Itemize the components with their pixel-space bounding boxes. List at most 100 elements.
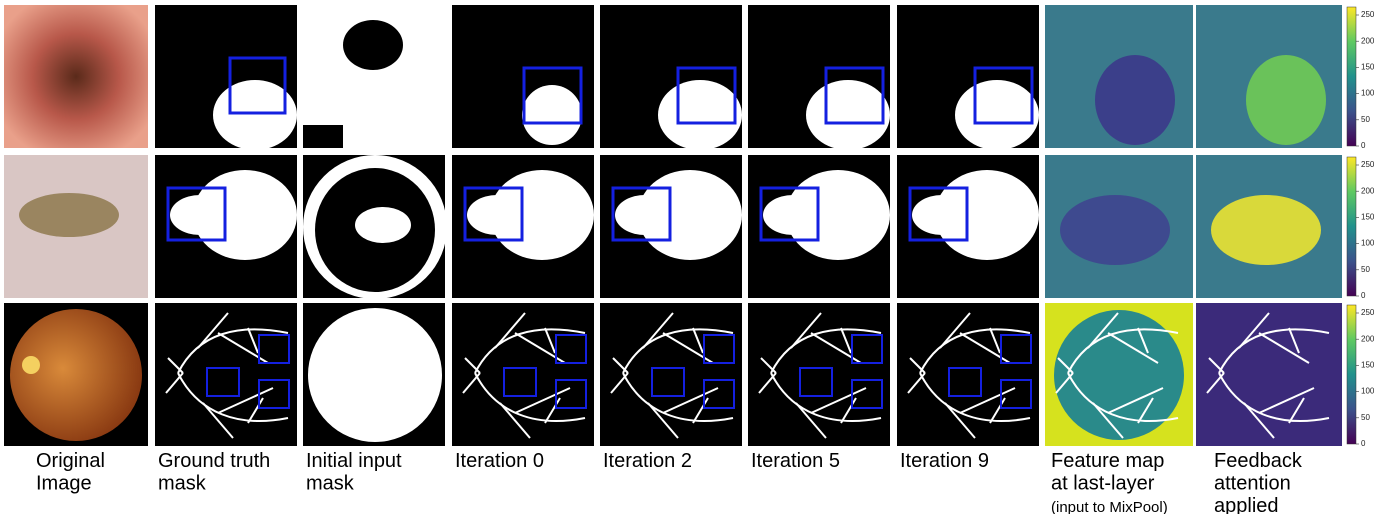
highlight-box: [908, 186, 969, 242]
vessel: [464, 357, 481, 374]
vessel: [610, 372, 629, 394]
vessel: [662, 387, 719, 414]
vessels: [1206, 312, 1330, 439]
vessel: [247, 327, 259, 354]
highlight-box: [1000, 334, 1032, 364]
highlight-box: [948, 367, 982, 397]
column-label: Feature map: [1051, 450, 1164, 472]
column-label: (input to MixPool): [1051, 499, 1168, 514]
mask-fg: [658, 80, 742, 150]
vessel: [795, 402, 827, 439]
vessel: [1238, 312, 1270, 349]
region: [1211, 195, 1321, 265]
vessel: [217, 387, 274, 414]
vessel: [770, 372, 882, 422]
column-label: Iteration 5: [751, 450, 840, 472]
tick-label: 0: [1361, 141, 1366, 150]
highlight-box: [555, 379, 587, 409]
vessel: [1107, 332, 1159, 364]
tick-label: 100: [1361, 387, 1375, 396]
vessel: [810, 387, 867, 414]
vessel: [1218, 372, 1330, 422]
vessel: [692, 397, 709, 424]
column-label: Iteration 0: [455, 450, 544, 472]
highlight-box: [228, 56, 287, 115]
vessel: [1288, 327, 1300, 354]
mask-fg: [308, 308, 442, 442]
vessels: [1055, 312, 1179, 439]
vessel: [474, 372, 586, 422]
vessel: [1057, 357, 1074, 374]
highlight-box: [463, 186, 524, 242]
mask-fg: [522, 85, 582, 145]
mask-fg: [786, 170, 890, 260]
vessel: [612, 357, 629, 374]
vessel: [1087, 312, 1119, 349]
vessel: [989, 397, 1006, 424]
hole: [343, 20, 403, 70]
highlight-box: [799, 367, 833, 397]
tick-label: 250: [1361, 308, 1375, 317]
mask-fg: [763, 195, 823, 235]
column-label: Initial input: [306, 450, 402, 472]
mask: [452, 303, 594, 446]
vessel: [1137, 397, 1154, 424]
tick-label: 150: [1361, 63, 1375, 72]
mask-fg: [638, 170, 742, 260]
vessel: [1206, 372, 1225, 394]
feature-map: [1196, 303, 1342, 446]
vessel: [1055, 372, 1074, 394]
highlight-box: [759, 186, 820, 242]
highlight-box: [258, 379, 290, 409]
column-label: Image: [36, 473, 92, 495]
column-label: attention: [1214, 473, 1291, 495]
highlight-box: [851, 379, 883, 409]
column-label: applied: [1214, 495, 1279, 514]
colorbar: [1346, 6, 1357, 147]
mask: [748, 303, 890, 446]
vessel: [692, 327, 704, 354]
tick-label: 150: [1361, 361, 1375, 370]
tick-label: 150: [1361, 213, 1375, 222]
vessel: [1208, 357, 1225, 374]
column-label: Iteration 2: [603, 450, 692, 472]
vessel: [989, 327, 1001, 354]
highlight-box: [166, 186, 227, 242]
vessel: [760, 357, 777, 374]
highlight-box: [555, 334, 587, 364]
vessel: [167, 357, 184, 374]
vessels: [165, 312, 289, 439]
mask-fg: [806, 80, 890, 150]
vessel: [1107, 387, 1164, 414]
mask: [600, 303, 742, 446]
vessel: [790, 312, 822, 349]
vessel: [1258, 332, 1310, 364]
vessel: [907, 372, 926, 394]
vessel: [939, 312, 971, 349]
vessel: [919, 372, 1031, 422]
column-label: at last-layer: [1051, 473, 1155, 495]
tick-label: 0: [1361, 291, 1366, 300]
lesion: [19, 193, 119, 237]
column-label: Ground truth: [158, 450, 270, 472]
mask-fg: [955, 80, 1039, 150]
highlight-box: [703, 334, 735, 364]
vessel: [642, 312, 674, 349]
vessel: [840, 397, 857, 424]
vessel: [197, 312, 229, 349]
vessel: [1067, 372, 1179, 422]
colorbar: [1346, 156, 1357, 297]
tick-label: 200: [1361, 186, 1375, 195]
highlight-box: [206, 367, 240, 397]
vessel: [1092, 402, 1124, 439]
tick-label: 50: [1361, 413, 1370, 422]
vessel: [165, 372, 184, 394]
region: [1095, 55, 1175, 145]
vessels: [907, 312, 1031, 439]
highlight-box: [676, 66, 737, 125]
highlight-box: [703, 379, 735, 409]
mask: [155, 303, 297, 446]
vessel: [1137, 327, 1149, 354]
mask-fg: [193, 170, 297, 260]
region: [1060, 195, 1170, 265]
